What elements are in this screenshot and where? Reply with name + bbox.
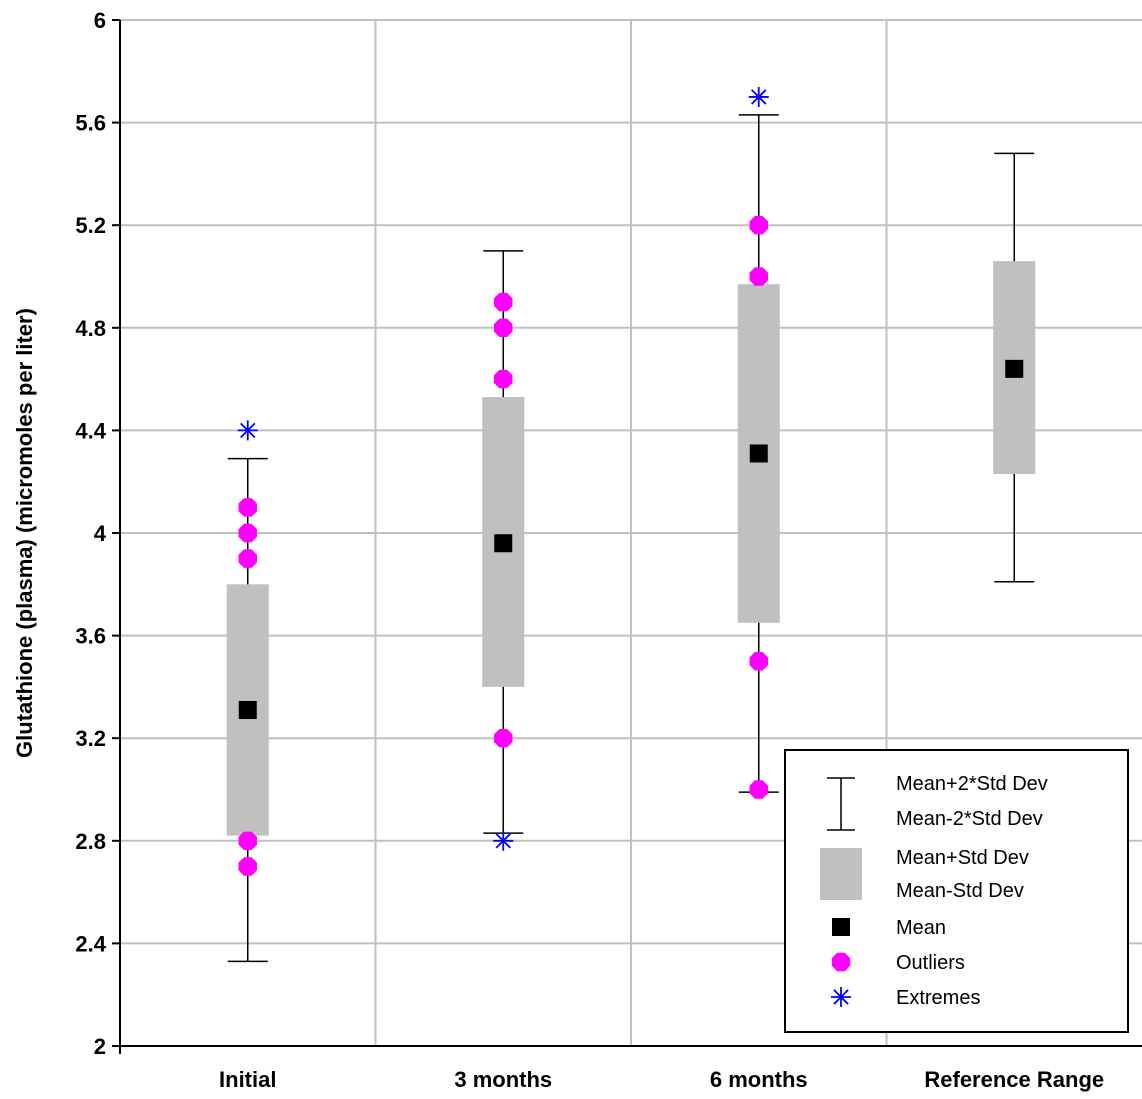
legend-label: Mean+2*Std Dev	[896, 773, 1048, 795]
x-tick-label: Reference Range	[924, 1067, 1104, 1092]
extreme-point	[493, 830, 514, 851]
y-tick-label: 4.4	[75, 418, 106, 443]
legend-mean-symbol	[832, 918, 850, 936]
legend-label: Outliers	[896, 952, 965, 974]
outlier-point	[749, 267, 768, 286]
legend-label: Extremes	[896, 987, 980, 1009]
y-tick-label: 4	[94, 521, 107, 546]
outlier-point	[494, 729, 513, 748]
x-tick-label: 6 months	[710, 1067, 808, 1092]
mean-marker	[1005, 359, 1024, 378]
legend-label: Mean-Std Dev	[896, 880, 1024, 902]
outlier-point	[749, 216, 768, 235]
legend-box-symbol	[820, 848, 862, 900]
mean-marker	[494, 534, 513, 553]
y-tick-label: 2.4	[75, 931, 106, 956]
outlier-point	[238, 498, 257, 517]
outlier-point	[238, 857, 257, 876]
y-tick-label: 2.8	[75, 829, 106, 854]
y-tick-label: 6	[94, 8, 106, 33]
y-tick-label: 3.2	[75, 726, 106, 751]
extreme-point	[237, 420, 258, 441]
outlier-point	[494, 292, 513, 312]
outlier-point	[494, 369, 513, 389]
legend-extreme-symbol	[831, 987, 851, 1007]
outlier-point	[749, 652, 768, 671]
legend-label: Mean-2*Std Dev	[896, 808, 1043, 830]
x-tick-label: 3 months	[454, 1067, 552, 1092]
outlier-point	[238, 831, 257, 850]
outlier-point	[238, 549, 257, 568]
legend-label: Mean	[896, 917, 946, 939]
x-tick-label: Initial	[219, 1067, 276, 1092]
mean-marker	[749, 444, 768, 463]
legend-outlier-symbol	[831, 952, 851, 972]
y-tick-label: 2	[94, 1034, 106, 1059]
outlier-point	[494, 318, 513, 337]
mean-marker	[238, 700, 257, 719]
y-axis-label: Glutathione (plasma) (micromoles per lit…	[12, 308, 37, 758]
y-tick-label: 5.6	[75, 111, 106, 136]
extreme-point	[748, 86, 769, 107]
y-tick-label: 4.8	[75, 316, 106, 341]
y-tick-label: 3.6	[75, 624, 106, 649]
y-tick-label: 5.2	[75, 213, 106, 238]
outlier-point	[238, 523, 257, 543]
legend-label: Mean+Std Dev	[896, 847, 1029, 869]
outlier-point	[749, 780, 768, 799]
